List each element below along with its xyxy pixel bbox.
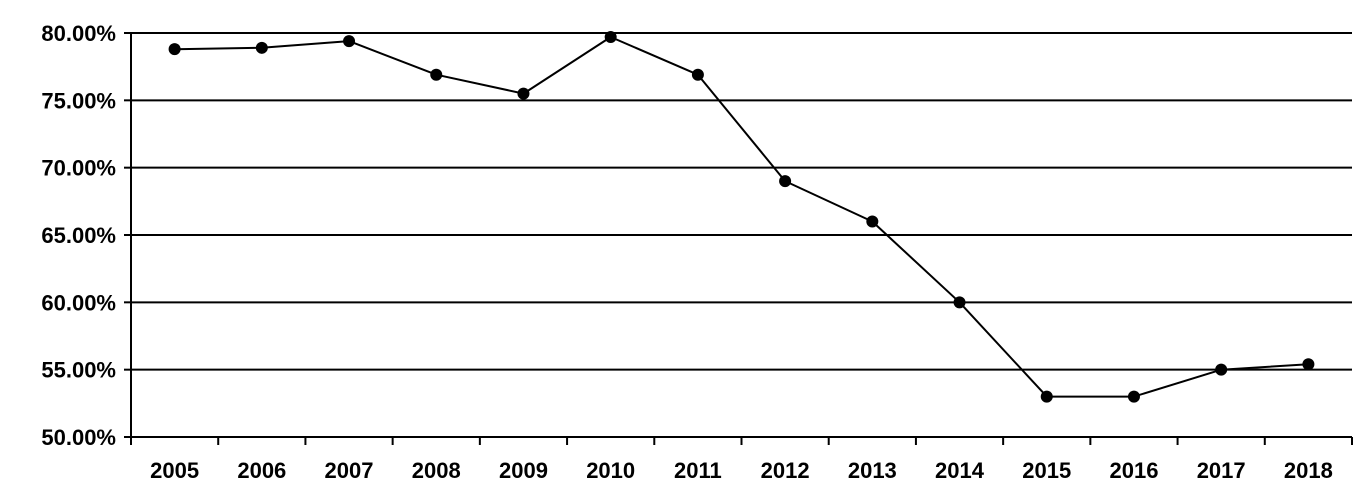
- data-point: [1302, 358, 1315, 371]
- data-point: [604, 31, 617, 44]
- y-axis-ticks: 50.00% 55.00% 60.00% 65.00% 70.00% 75.00% 80.0…: [41, 21, 131, 450]
- x-tick-label: 2012: [761, 458, 810, 483]
- x-tick-label: 2013: [848, 458, 897, 483]
- x-tick-label: 2017: [1197, 458, 1246, 483]
- x-tick-label: 2014: [935, 458, 985, 483]
- series: [168, 31, 1315, 403]
- data-point: [866, 215, 879, 228]
- x-tick-label: 2015: [1022, 458, 1071, 483]
- data-point: [1215, 363, 1228, 376]
- x-tick-label: 2011: [674, 458, 722, 483]
- gridlines: [131, 32, 1352, 371]
- x-tick-label: 2009: [499, 458, 548, 483]
- data-point: [343, 35, 356, 48]
- data-point: [953, 296, 966, 309]
- y-tick-label: 60.00%: [41, 290, 116, 315]
- y-tick-label: 80.00%: [41, 21, 116, 46]
- x-tick-label: 2006: [237, 458, 286, 483]
- y-tick-label: 50.00%: [41, 425, 116, 450]
- x-tick-label: 2018: [1284, 458, 1333, 483]
- data-point: [168, 43, 181, 56]
- data-point: [255, 41, 268, 54]
- y-tick-label: 70.00%: [41, 156, 116, 181]
- data-point: [1127, 390, 1140, 403]
- series-line: [174, 36, 1309, 398]
- x-tick-label: 2008: [412, 458, 461, 483]
- data-point: [779, 175, 792, 188]
- x-tick-label: 2016: [1109, 458, 1158, 483]
- data-point: [1040, 390, 1053, 403]
- y-tick-label: 65.00%: [41, 223, 116, 248]
- y-tick-label: 75.00%: [41, 88, 116, 113]
- x-axis-ticks: 2005 2006 2007 2008 2009 2010 2011 2012 2013 2014…: [130, 437, 1353, 483]
- x-tick-label: 2007: [325, 458, 374, 483]
- data-point: [517, 87, 530, 100]
- data-point: [691, 68, 704, 81]
- x-tick-label: 2005: [150, 458, 199, 483]
- x-tick-label: 2010: [586, 458, 635, 483]
- y-tick-label: 55.00%: [41, 358, 116, 383]
- data-point: [430, 68, 443, 81]
